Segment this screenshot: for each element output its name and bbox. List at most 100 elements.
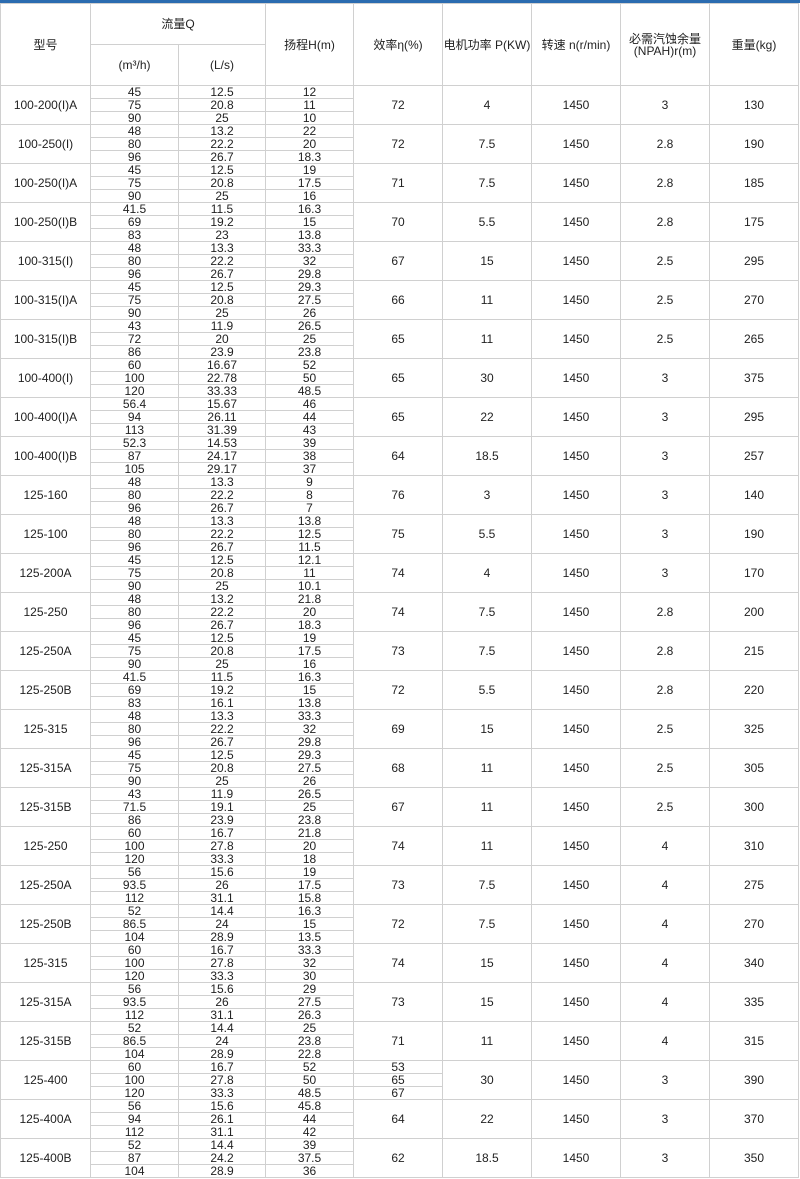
model-cell: 100-400(I)B	[0, 436, 91, 476]
flow-ls-cell: 25	[178, 189, 266, 203]
head-cell: 26.5	[265, 787, 354, 801]
table-row: 104 28.9 13.5	[1, 930, 799, 944]
flow-ls-cell: 27.8	[178, 956, 266, 970]
head-cell: 48.5	[265, 384, 354, 398]
flow-m3h-cell: 75	[90, 644, 179, 658]
table-row: 90 25 16	[1, 189, 799, 203]
table-row: 100 22.78 50	[1, 371, 799, 385]
flow-ls-cell: 31.1	[178, 1125, 266, 1139]
table-row: 100-400(I)A 56.4 15.67 46 65 22 1450 3 295	[0, 397, 799, 437]
table-row: 100 27.8 32	[1, 956, 799, 970]
header-head: 扬程H(m)	[265, 3, 354, 86]
speed-cell: 1450	[531, 124, 621, 164]
flow-m3h-cell: 94	[90, 410, 179, 424]
speed-cell: 1450	[531, 358, 621, 398]
flow-m3h-cell: 52	[90, 1138, 179, 1152]
npsh-cell: 3	[620, 1138, 710, 1178]
flow-ls-cell: 11.5	[178, 670, 266, 684]
npsh-cell: 3	[620, 85, 710, 125]
table-row: 93.5 26 27.5	[1, 995, 799, 1009]
table-row: 113 31.39 43	[1, 423, 799, 437]
table-row: 125-400B 52 14.4 39 62 18.5 1450 3 350	[0, 1138, 799, 1178]
flow-m3h-cell: 87	[90, 1151, 179, 1165]
head-cell: 20	[265, 839, 354, 853]
head-cell: 22.8	[265, 1047, 354, 1061]
flow-ls-cell: 22.2	[178, 254, 266, 268]
speed-cell: 1450	[531, 241, 621, 281]
weight-cell: 170	[709, 553, 799, 593]
table-row: 104 28.9 22.8	[1, 1047, 799, 1061]
head-cell: 32	[265, 722, 354, 736]
weight-cell: 295	[709, 241, 799, 281]
table-row: 100-400(I) 60 16.67 52 65 30 1450 3 375	[0, 358, 799, 398]
npsh-cell: 3	[620, 553, 710, 593]
flow-m3h-cell: 48	[90, 475, 179, 489]
flow-m3h-cell: 80	[90, 137, 179, 151]
weight-cell: 275	[709, 865, 799, 905]
flow-m3h-cell: 80	[90, 254, 179, 268]
flow-m3h-cell: 90	[90, 111, 179, 125]
head-cell: 13.5	[265, 930, 354, 944]
power-cell: 5.5	[442, 670, 532, 710]
flow-m3h-cell: 80	[90, 605, 179, 619]
flow-ls-cell: 16.7	[178, 826, 266, 840]
head-cell: 50	[265, 371, 354, 385]
efficiency-cell: 65	[353, 397, 443, 437]
table-row: 96 26.7 18.3	[1, 150, 799, 164]
efficiency-cell: 70	[353, 202, 443, 242]
speed-cell: 1450	[531, 865, 621, 905]
flow-m3h-cell: 100	[90, 839, 179, 853]
head-cell: 29.3	[265, 748, 354, 762]
flow-ls-cell: 26	[178, 878, 266, 892]
npsh-cell: 4	[620, 826, 710, 866]
flow-ls-cell: 14.4	[178, 1138, 266, 1152]
head-cell: 16.3	[265, 670, 354, 684]
model-cell: 125-400A	[0, 1099, 91, 1139]
head-cell: 10.1	[265, 579, 354, 593]
model-cell: 100-315(I)A	[0, 280, 91, 320]
flow-ls-cell: 25	[178, 774, 266, 788]
power-cell: 15	[442, 982, 532, 1022]
npsh-cell: 4	[620, 865, 710, 905]
efficiency-cell: 66	[353, 280, 443, 320]
power-cell: 7.5	[442, 904, 532, 944]
head-cell: 11	[265, 566, 354, 580]
head-cell: 10	[265, 111, 354, 125]
flow-m3h-cell: 69	[90, 683, 179, 697]
efficiency-cell: 64	[353, 436, 443, 476]
speed-cell: 1450	[531, 943, 621, 983]
flow-m3h-cell: 60	[90, 1060, 179, 1074]
flow-m3h-cell: 96	[90, 735, 179, 749]
efficiency-cell: 67	[353, 787, 443, 827]
power-cell: 22	[442, 1099, 532, 1139]
weight-cell: 370	[709, 1099, 799, 1139]
model-cell: 125-200A	[0, 553, 91, 593]
flow-m3h-cell: 75	[90, 98, 179, 112]
flow-ls-cell: 15.6	[178, 1099, 266, 1113]
model-cell: 125-250B	[0, 670, 91, 710]
flow-ls-cell: 26.7	[178, 618, 266, 632]
npsh-cell: 2.8	[620, 592, 710, 632]
weight-cell: 175	[709, 202, 799, 242]
model-cell: 125-250A	[0, 631, 91, 671]
flow-m3h-cell: 87	[90, 449, 179, 463]
flow-m3h-cell: 48	[90, 241, 179, 255]
head-cell: 23.8	[265, 813, 354, 827]
weight-cell: 185	[709, 163, 799, 203]
head-cell: 15	[265, 683, 354, 697]
flow-ls-cell: 19.1	[178, 800, 266, 814]
head-cell: 25	[265, 332, 354, 346]
flow-ls-cell: 14.4	[178, 904, 266, 918]
flow-ls-cell: 29.17	[178, 462, 266, 476]
flow-ls-cell: 11.5	[178, 202, 266, 216]
flow-ls-cell: 22.78	[178, 371, 266, 385]
head-cell: 12	[265, 85, 354, 99]
flow-ls-cell: 14.53	[178, 436, 266, 450]
model-cell: 100-400(I)	[0, 358, 91, 398]
efficiency-cell: 74	[353, 553, 443, 593]
power-cell: 7.5	[442, 163, 532, 203]
weight-cell: 335	[709, 982, 799, 1022]
flow-ls-cell: 13.3	[178, 475, 266, 489]
flow-ls-cell: 26	[178, 995, 266, 1009]
efficiency-cell: 73	[353, 631, 443, 671]
